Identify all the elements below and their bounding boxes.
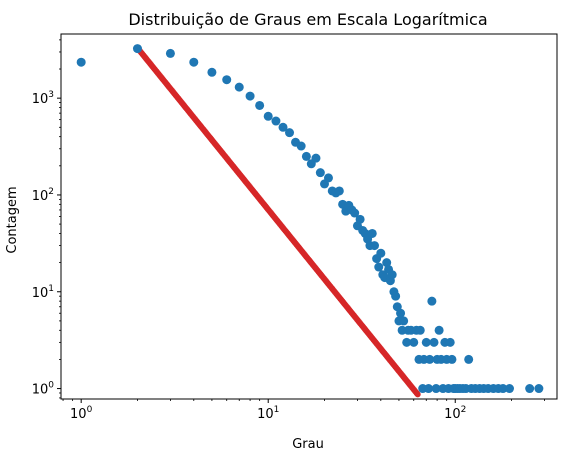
scatter-point — [334, 186, 344, 196]
x-axis-label: Grau — [292, 437, 324, 452]
fit-line-layer — [134, 44, 421, 398]
scatter-point — [447, 354, 457, 364]
scatter-point — [234, 82, 244, 92]
scatter-point — [424, 384, 434, 394]
scatter-point — [296, 141, 306, 151]
chart-title: Distribuição de Graus em Escala Logarítm… — [128, 10, 487, 29]
scatter-point — [350, 208, 360, 218]
scatter-point — [498, 384, 508, 394]
scatter-point — [263, 111, 273, 121]
scatter-point — [255, 100, 265, 110]
scatter-point — [396, 308, 406, 318]
scatter-point — [425, 354, 435, 364]
scatter-point — [387, 270, 397, 280]
scatter-point — [374, 262, 384, 272]
scatter-point — [76, 57, 86, 67]
x-tick-label: 102 — [444, 405, 466, 422]
scatter-point — [376, 248, 386, 258]
scatter-points-layer — [76, 44, 544, 394]
scatter-point — [323, 173, 333, 183]
scatter-point — [415, 325, 425, 335]
scatter-point — [367, 228, 377, 238]
scatter-point — [222, 75, 232, 85]
y-tick-label: 103 — [32, 90, 54, 107]
scatter-point — [315, 168, 325, 178]
y-tick-label: 102 — [32, 187, 54, 204]
scatter-point — [301, 151, 311, 161]
axis-ticks-layer: 100 101 102 100 101 102 103 — [32, 39, 545, 422]
scatter-point — [431, 384, 441, 394]
y-tick-label: 101 — [32, 284, 54, 301]
scatter-point — [355, 214, 365, 224]
scatter-point — [132, 44, 142, 54]
scatter-point — [207, 67, 217, 77]
scatter-point — [402, 337, 412, 347]
scatter-point — [189, 57, 199, 67]
scatter-point — [165, 48, 175, 58]
scatter-point — [391, 291, 401, 301]
x-tick-label: 101 — [257, 405, 279, 422]
scatter-point — [504, 384, 514, 394]
scatter-point — [429, 337, 439, 347]
scatter-point — [421, 337, 431, 347]
scatter-point — [311, 153, 321, 163]
x-tick-label: 100 — [70, 405, 93, 422]
scatter-point — [369, 241, 379, 251]
scatter-point — [409, 337, 419, 347]
scatter-point — [285, 128, 295, 138]
scatter-point — [525, 384, 535, 394]
scatter-point — [464, 354, 474, 364]
scatter-point — [399, 316, 409, 326]
scatter-point — [434, 325, 444, 335]
y-tick-label: 100 — [32, 381, 55, 398]
scatter-point — [245, 91, 255, 101]
scatter-point — [445, 337, 455, 347]
fit-line-marker — [414, 391, 421, 398]
scatter-point — [427, 296, 437, 306]
scatter-point — [271, 116, 281, 126]
scatter-point — [382, 258, 392, 268]
y-axis-label: Contagem — [5, 186, 20, 253]
scatter-point — [534, 384, 544, 394]
scatter-point — [278, 122, 288, 132]
axes-frame — [60, 33, 558, 400]
